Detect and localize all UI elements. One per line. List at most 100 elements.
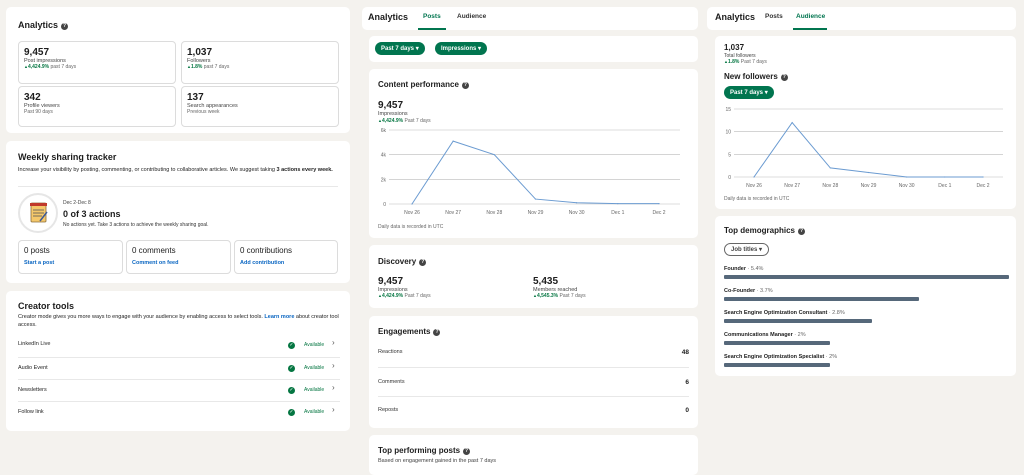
tool-status: Available <box>304 342 325 348</box>
date-range-label: Past 7 days <box>381 46 415 52</box>
stat-profile-viewers[interactable]: 342 Profile viewers Past 90 days <box>18 86 176 127</box>
new-followers-header: New followers? <box>724 72 788 81</box>
stat-value: 137 <box>187 92 204 103</box>
discovery-card: Discovery? 9,457 Impressions ▲4,424.9% P… <box>369 245 698 308</box>
engagement-row-reactions[interactable]: Reactions 48 <box>378 349 689 356</box>
stat-label: Post impressions <box>24 58 66 64</box>
learn-more-link[interactable]: Learn more <box>264 314 295 320</box>
y-tick-label: 2k <box>381 177 387 183</box>
help-icon[interactable]: ? <box>461 82 469 89</box>
caret-down-icon: ▾ <box>478 46 482 52</box>
check-circle-icon: ✓ <box>288 387 295 394</box>
stat-post-impressions[interactable]: 9,457 Post impressions ▲4,424.9% past 7 … <box>18 41 176 84</box>
up-arrow-icon: ▲ <box>533 293 537 298</box>
help-icon[interactable]: ? <box>61 23 69 30</box>
chevron-right-icon: › <box>332 361 335 370</box>
caret-down-icon: ▾ <box>764 90 768 96</box>
discovery-members-reached[interactable]: 5,435 Members reached ▲4,545.3% Past 7 d… <box>533 276 586 299</box>
posts-box: 0 posts Start a post <box>18 240 123 274</box>
stat-period: Previous week <box>187 109 220 115</box>
demographics-filter-label: Job titles <box>731 247 758 253</box>
tab-active-indicator <box>418 28 446 30</box>
engagement-row-comments[interactable]: Comments 6 <box>378 379 689 386</box>
data-point <box>617 203 619 205</box>
stat-label: Followers <box>187 58 211 64</box>
followers-date-filter[interactable]: Past 7 days ▾ <box>724 86 774 99</box>
data-point <box>452 140 454 142</box>
engagement-label: Reactions <box>378 349 403 355</box>
start-post-link[interactable]: Start a post <box>24 260 55 266</box>
help-icon[interactable]: ? <box>419 259 427 266</box>
y-tick-label: 6k <box>381 128 387 134</box>
creator-tools-card: Creator tools Creator mode gives you mor… <box>6 291 350 431</box>
discovery-impressions[interactable]: 9,457 Impressions ▲4,424.9% Past 7 days <box>378 276 431 299</box>
x-tick-label: Nov 30 <box>899 183 915 189</box>
divider <box>18 401 340 402</box>
demographic-label: Co-Founder · 3.7% <box>724 288 773 294</box>
tracker-description: Increase your visibility by posting, com… <box>18 166 336 174</box>
stat-followers[interactable]: 1,037 Followers ▲1.8% past 7 days <box>181 41 339 84</box>
tool-row-newsletters[interactable]: Newsletters ✓ Available › <box>18 379 340 401</box>
discovery-title: Discovery <box>378 257 417 266</box>
demographic-label: Founder · 5.4% <box>724 266 763 272</box>
check-circle-icon: ✓ <box>288 342 295 349</box>
tab-audience[interactable]: Audience <box>796 13 826 20</box>
comment-feed-link[interactable]: Comment on feed <box>132 260 179 266</box>
data-point <box>944 176 946 178</box>
demographic-name: Search Engine Optimization Specialist <box>724 354 825 360</box>
tab-posts[interactable]: Posts <box>423 13 441 20</box>
stat-change: 1.8% <box>190 64 203 70</box>
analytics-card: Analytics? 9,457 Post impressions ▲4,424… <box>6 7 350 133</box>
y-tick-label: 0 <box>383 202 386 208</box>
data-point <box>658 203 660 205</box>
stat-search-appearances[interactable]: 137 Search appearances Previous week <box>181 86 339 127</box>
demographic-percent: · 2.8% <box>827 310 845 316</box>
tool-row-linkedin-live[interactable]: LinkedIn Live ✓ Available › <box>18 335 340 357</box>
tool-status: Available <box>304 409 325 415</box>
discovery-label: Impressions <box>378 287 408 293</box>
add-contribution-link[interactable]: Add contribution <box>240 260 285 266</box>
tool-row-audio-event[interactable]: Audio Event ✓ Available › <box>18 357 340 379</box>
tab-posts[interactable]: Posts <box>765 13 783 20</box>
creator-desc-text: Creator mode gives you more ways to enga… <box>18 314 265 320</box>
stat-period: Past 90 days <box>24 109 53 115</box>
tracker-hint: No actions yet. Take 3 actions to achiev… <box>63 222 209 228</box>
metric-filter[interactable]: Impressions ▾ <box>435 42 488 55</box>
chevron-right-icon: › <box>332 383 335 392</box>
tool-name: LinkedIn Live <box>18 341 51 347</box>
demographic-label: Search Engine Optimization Consultant · … <box>724 310 845 316</box>
data-point <box>753 176 755 178</box>
up-arrow-icon: ▲ <box>24 64 28 69</box>
data-point <box>829 167 831 169</box>
x-tick-label: Nov 27 <box>445 210 461 216</box>
followers-change: 1.8% <box>727 59 740 65</box>
demographic-percent: · 3.7% <box>755 288 773 294</box>
engagement-value: 6 <box>685 379 689 386</box>
analytics-title: Analytics? <box>18 20 69 30</box>
caret-down-icon: ▾ <box>415 46 419 52</box>
right-analytics-title: Analytics <box>715 12 756 22</box>
tool-row-follow-link[interactable]: Follow link ✓ Available › <box>18 401 340 423</box>
demographic-bar <box>724 319 872 323</box>
comments-box: 0 comments Comment on feed <box>126 240 231 274</box>
help-icon[interactable]: ? <box>797 228 805 235</box>
divider <box>18 379 340 380</box>
data-point <box>982 176 984 178</box>
posts-count: 0 posts <box>24 246 50 255</box>
help-icon[interactable]: ? <box>433 329 441 336</box>
engagement-value: 48 <box>681 349 689 356</box>
help-icon[interactable]: ? <box>780 74 788 81</box>
metric-label: Impressions <box>441 46 477 52</box>
tracker-date-range: Dec 2-Dec 8 <box>63 200 91 206</box>
stat-value: 9,457 <box>24 47 50 58</box>
help-icon[interactable]: ? <box>463 448 471 455</box>
followers-period: Past 7 days <box>740 59 767 65</box>
demographic-bar <box>724 363 830 367</box>
demographic-name: Founder <box>724 266 746 272</box>
data-point <box>906 176 908 178</box>
demographics-filter[interactable]: Job titles ▾ <box>724 243 770 256</box>
tab-audience[interactable]: Audience <box>457 13 487 20</box>
date-range-filter[interactable]: Past 7 days ▾ <box>375 42 425 55</box>
engagement-row-reposts[interactable]: Reposts 0 <box>378 407 689 414</box>
x-tick-label: Nov 26 <box>404 210 420 216</box>
